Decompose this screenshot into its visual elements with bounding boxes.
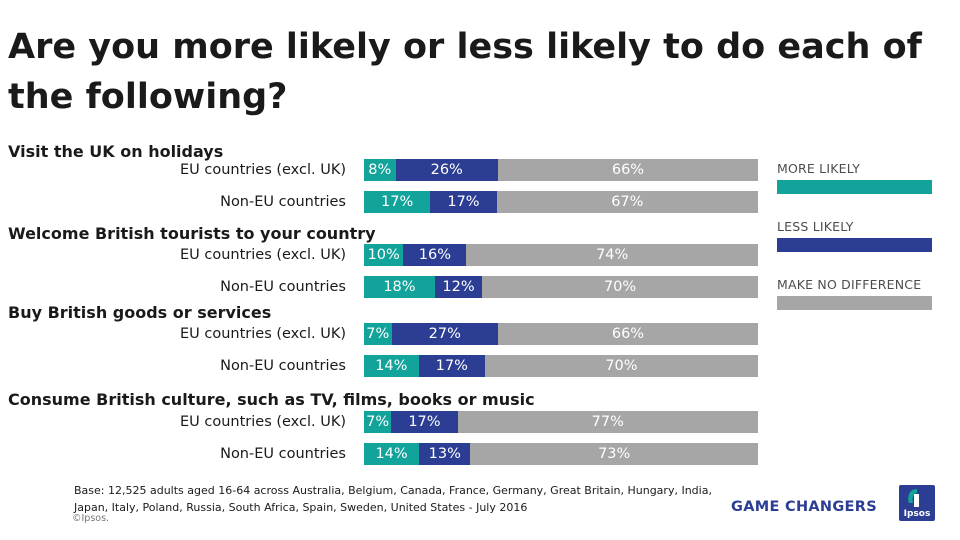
legend-swatch-more-likely [777,180,932,194]
bar-segment-no-difference: 73% [470,443,758,465]
row-label: Non-EU countries [220,279,346,295]
data-label: 8% [368,162,392,178]
data-label: 12% [442,279,475,295]
bar-segment-no-difference: 70% [484,355,758,377]
bar-segment-more-likely: 10% [364,244,404,266]
stacked-bar: 7% 27% 66% [364,323,758,345]
bar-segment-more-likely: 7% [364,411,392,433]
bar-segment-more-likely: 7% [364,323,392,345]
bar-segment-less-likely: 26% [395,159,498,181]
data-label: 77% [591,414,624,430]
copyright: ©Ipsos. [72,513,110,524]
bar-segment-less-likely: 13% [419,443,471,465]
game-changers-tagline: GAME CHANGERS [731,499,877,515]
bar-segment-no-difference: 70% [482,276,758,298]
bar-segment-less-likely: 16% [403,244,467,266]
bar-segment-no-difference: 66% [497,323,758,345]
bar-segment-more-likely: 14% [364,443,420,465]
data-label: 73% [598,446,631,462]
legend-swatch-no-difference [777,296,932,310]
stacked-bar: 14% 13% 73% [364,443,758,465]
data-label: 66% [611,326,645,342]
bar-segment-less-likely: 17% [418,355,485,377]
stacked-bar: 18% 12% 70% [364,276,758,298]
bar-segment-no-difference: 67% [496,191,758,213]
page-title: Are you more likely or less likely to do… [8,27,922,117]
bar-segment-more-likely: 8% [364,159,396,181]
bar-segment-less-likely: 17% [430,191,497,213]
data-label: 26% [430,162,463,178]
data-label: 17% [435,358,468,374]
data-label: 67% [611,194,644,210]
data-label: 7% [366,326,390,342]
footnote: Base: 12,525 adults aged 16-64 across Au… [74,484,712,514]
question-title: Welcome British tourists to your country [8,224,376,243]
row-label: EU countries (excl. UK) [179,326,346,342]
data-label: 17% [381,194,414,210]
data-label: 27% [428,326,461,342]
stacked-bar: 7% 17% 77% [364,411,758,433]
bar-segment-less-likely: 12% [434,276,483,298]
question-title: Consume British culture, such as TV, fil… [8,390,535,409]
legend-label-no-difference: MAKE NO DIFFERENCE [777,277,922,292]
legend-swatch-less-likely [777,238,932,252]
row-label: EU countries (excl. UK) [179,247,346,263]
row-label: Non-EU countries [220,446,346,462]
data-label: 14% [375,358,408,374]
bar-segment-less-likely: 27% [391,323,498,345]
data-label: 17% [408,414,441,430]
stacked-bar: 17% 17% 67% [364,191,758,213]
data-label: 66% [611,162,645,178]
data-label: 14% [375,446,408,462]
ipsos-logo: Ipsos [899,485,935,521]
question-title: Visit the UK on holidays [8,142,224,161]
data-label: 18% [383,279,416,295]
data-label: 70% [605,358,638,374]
data-label: 10% [367,247,400,263]
row-label: Non-EU countries [220,358,346,374]
row-label: Non-EU countries [220,194,346,210]
question-title: Buy British goods or services [8,303,272,322]
data-label: 13% [428,446,461,462]
row-label: EU countries (excl. UK) [179,414,346,430]
bar-segment-more-likely: 18% [364,276,435,298]
logo-mark-icon [908,489,919,507]
stacked-bar: 14% 17% 70% [364,355,758,377]
stacked-bar: 8% 26% 66% [364,159,758,181]
bar-segment-more-likely: 14% [364,355,419,377]
data-label: 74% [596,247,629,263]
bar-segment-no-difference: 74% [466,244,758,266]
legend-label-less-likely: LESS LIKELY [777,219,854,234]
bar-segment-no-difference: 66% [497,159,758,181]
legend-label-more-likely: MORE LIKELY [777,161,861,176]
row-label: EU countries (excl. UK) [179,162,346,178]
stacked-bar: 10% 16% 74% [364,244,758,266]
data-label: 70% [603,279,637,295]
bar-segment-less-likely: 17% [391,411,458,433]
bar-segment-no-difference: 77% [457,411,758,433]
data-label: 17% [447,194,480,210]
bar-segment-more-likely: 17% [364,191,431,213]
data-label: 7% [366,414,390,430]
logo-text: Ipsos [903,509,931,519]
data-label: 16% [418,247,452,263]
